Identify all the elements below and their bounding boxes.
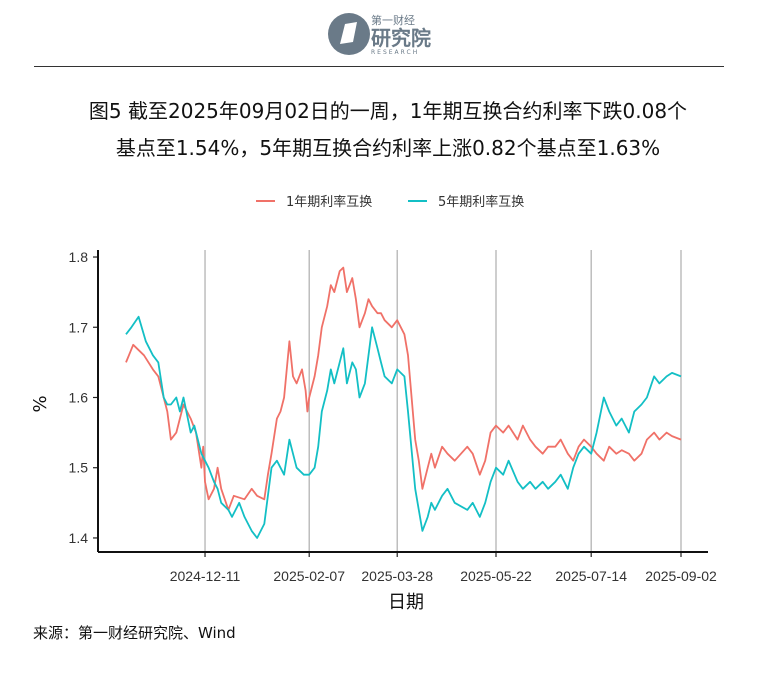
logo-en-text: RESEARCH [371, 49, 419, 56]
logo-small-text: 第一财经 [371, 13, 415, 27]
axes: 2024-12-11 2025-02-07 2025-03-28 2025-05-22… [69, 249, 717, 584]
x-tick-label: 2025-07-14 [555, 568, 627, 584]
y-axis-title: % [30, 395, 51, 412]
x-tick-label: 2025-03-28 [361, 568, 433, 584]
y-tick-label: 1.7 [69, 319, 89, 335]
title-line-2: 基点至1.54%，5年期互换合约利率上涨0.82个基点至1.63% [115, 136, 661, 160]
series-lines [125, 266, 682, 539]
x-axis-title: 日期 [388, 592, 424, 613]
legend-label-series-1: 1年期利率互换 [286, 194, 372, 210]
grid-lines [204, 250, 682, 552]
y-tick-label: 1.4 [69, 530, 89, 546]
title-line-1: 图5 截至2025年09月02日的一周，1年期互换合约利率下跌0.08个 [88, 99, 688, 123]
x-tick-label: 2024-12-11 [170, 568, 241, 584]
y-tick-label: 1.8 [69, 249, 89, 265]
y-tick-label: 1.6 [69, 389, 89, 405]
legend: 1年期利率互换 5年期利率互换 [256, 194, 524, 210]
source-note: 来源：第一财经研究院、Wind [33, 624, 236, 642]
x-tick-label: 2025-09-02 [645, 568, 717, 584]
chart-title: 图5 截至2025年09月02日的一周，1年期互换合约利率下跌0.08个 基点至… [0, 93, 776, 167]
logo-main-text: 研究院 [371, 26, 431, 50]
legend-label-series-2: 5年期利率互换 [438, 194, 524, 210]
series-line-1 [125, 266, 682, 511]
x-tick-label: 2025-05-22 [460, 568, 532, 584]
header-rule [34, 66, 724, 67]
brand-logo: 第一财经 研究院 RESEARCH [328, 13, 431, 56]
x-tick-label: 2025-02-07 [273, 568, 345, 584]
logo-book-icon [340, 22, 357, 44]
series-line-2 [125, 315, 682, 539]
y-tick-label: 1.5 [69, 460, 89, 476]
